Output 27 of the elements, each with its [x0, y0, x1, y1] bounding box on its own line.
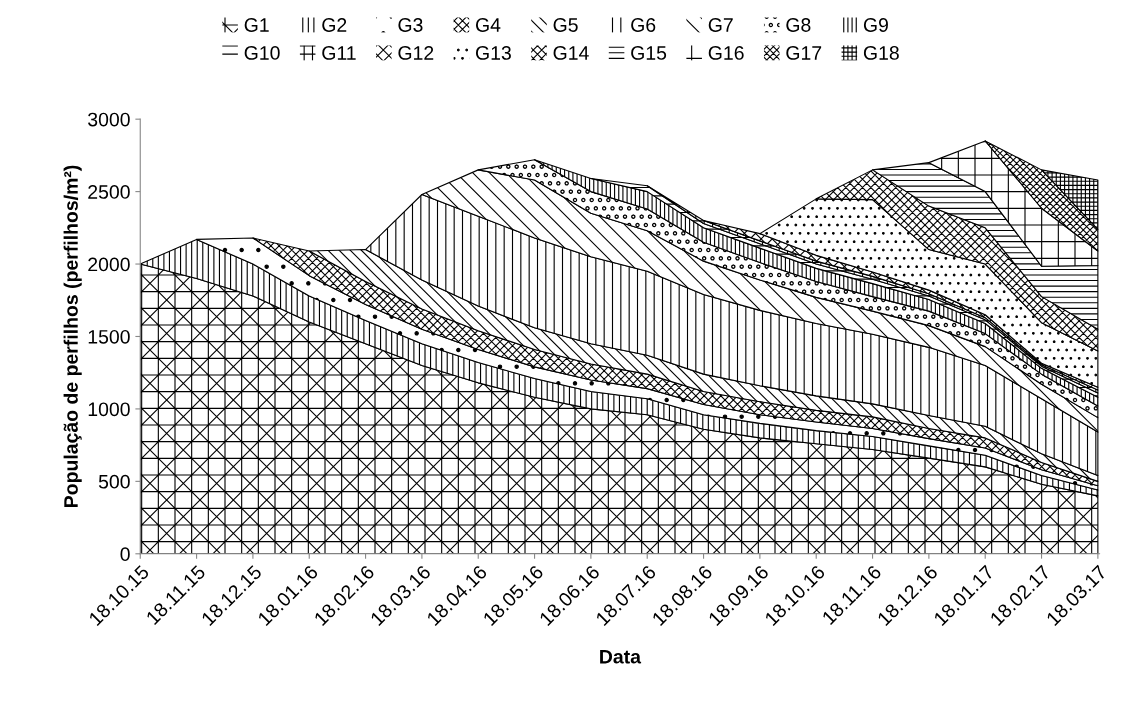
legend-label: G7	[708, 18, 733, 32]
legend-label: G8	[786, 18, 811, 32]
y-tick-label: 2000	[88, 257, 130, 272]
y-tick-label: 1500	[88, 329, 130, 344]
legend-label: G14	[553, 46, 589, 60]
legend-label: G12	[398, 46, 434, 60]
legend-label: G5	[553, 18, 578, 32]
legend-label: G10	[244, 46, 280, 60]
y-tick-label: 0	[120, 547, 130, 562]
y-tick-label: 3000	[88, 112, 130, 127]
y-tick-label: 500	[98, 474, 130, 489]
legend-label: G2	[322, 18, 347, 32]
y-tick-label: 2500	[88, 185, 130, 199]
legend-label: G13	[476, 46, 511, 60]
y-tick-label: 1000	[88, 402, 130, 417]
legend-label: G6	[631, 18, 656, 32]
legend-label: G3	[398, 18, 423, 32]
legend-label: G9	[863, 18, 888, 32]
legend-label: G4	[476, 18, 501, 32]
legend-label: G11	[322, 46, 356, 60]
legend-label: G18	[863, 46, 899, 60]
legend-label: G15	[631, 46, 667, 60]
legend-label: G1	[244, 18, 269, 32]
x-axis-title: Data	[600, 650, 642, 664]
legend-label: G17	[786, 46, 822, 60]
y-axis-title: População de perfilhos (perfilhos/m²)	[63, 165, 82, 507]
legend-label: G16	[708, 46, 744, 60]
